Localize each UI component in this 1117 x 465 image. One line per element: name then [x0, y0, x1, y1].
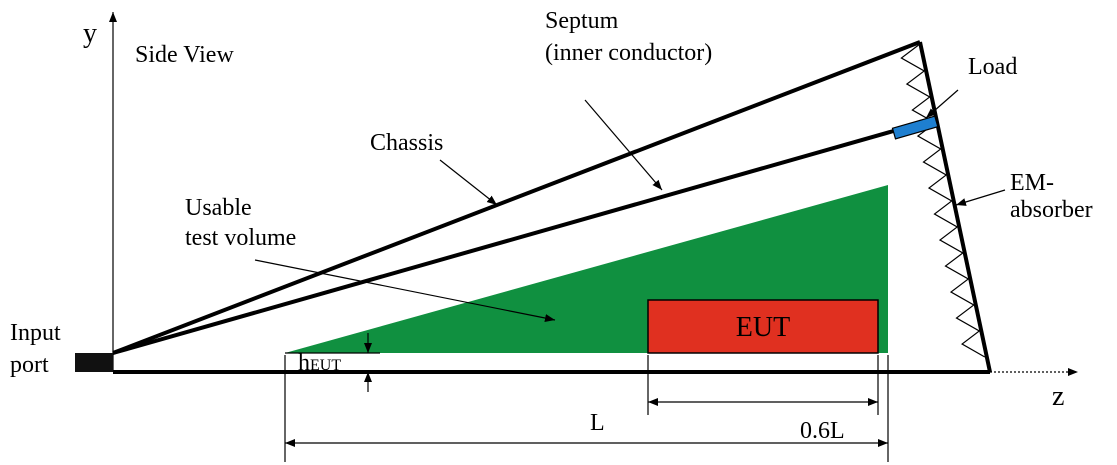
port-label: Input: [10, 320, 61, 346]
absorber-zigzag: [900, 44, 986, 358]
partial-length-label: 0.6L: [800, 418, 845, 444]
septum-label: Septum: [545, 8, 619, 34]
septum-leader: [584, 99, 663, 191]
load-box: [891, 115, 939, 140]
chassis-label: Chassis: [370, 130, 443, 156]
view-label: Side View: [135, 42, 234, 68]
end-wall: [918, 41, 992, 373]
volume-leader: [254, 259, 556, 322]
load-leader: [925, 89, 959, 119]
full-length-label: L: [590, 410, 605, 436]
chassis-leader: [439, 159, 498, 206]
h-subscript: EUT: [310, 357, 341, 374]
load-label: Load: [968, 54, 1017, 80]
septum-label: (inner conductor): [545, 40, 712, 66]
absorber-label: EM-: [1010, 170, 1054, 196]
chassis-line: [112, 40, 921, 355]
absorber-label: absorber: [1010, 197, 1093, 223]
y-label: y: [83, 18, 97, 49]
h-base: h: [298, 350, 310, 376]
absorber-leader: [955, 189, 1006, 206]
volume-label: Usable: [185, 195, 252, 221]
z-label: z: [1052, 381, 1064, 412]
port-label: port: [10, 352, 49, 378]
eut-box: [647, 299, 879, 354]
septum-line: [112, 128, 898, 355]
volume-label: test volume: [185, 225, 296, 251]
input-port-box: [75, 353, 113, 372]
eut-label: EUT: [736, 312, 790, 343]
h-label: hEUT: [298, 350, 341, 376]
